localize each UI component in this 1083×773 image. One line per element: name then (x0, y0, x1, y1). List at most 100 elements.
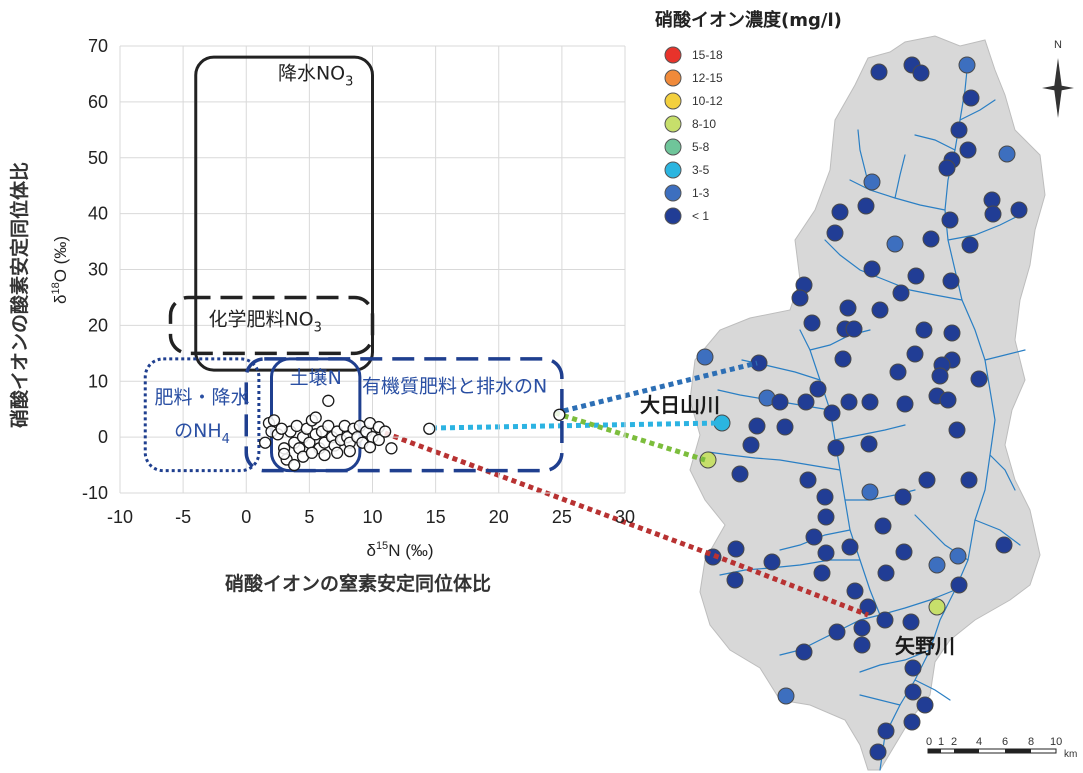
connector-green (554, 410, 706, 463)
scale-tick-4: 4 (976, 736, 982, 748)
legend-label: 12-15 (692, 71, 723, 85)
scatter-point (275, 422, 288, 435)
river-segment (914, 679, 951, 701)
legend-label: 5-8 (692, 140, 710, 154)
site-marker (797, 393, 815, 411)
scatter-points (259, 394, 566, 472)
zone-box-1 (168, 295, 375, 356)
zone-box-2 (143, 357, 261, 473)
legend-swatch (664, 184, 682, 202)
connector-blue (554, 360, 758, 416)
site-marker (896, 395, 914, 413)
tick-labels: -10 -5 0 5 10 15 20 25 30 -10 0 10 20 30 40 50 60 70 (82, 36, 635, 527)
zone-label-0: 降水NO3 (278, 63, 353, 90)
site-marker (828, 623, 846, 641)
site-marker (840, 393, 858, 411)
zone-label-4: 有機質肥料と排水のN (362, 375, 547, 397)
legend-label: 3-5 (692, 163, 710, 177)
scatter-point (322, 419, 335, 433)
x-tick-label: 0 (241, 507, 251, 527)
site-marker (904, 683, 922, 701)
site-marker (958, 56, 976, 74)
x-tick-label: -10 (107, 507, 133, 527)
site-marker (777, 687, 795, 705)
site-marker (860, 435, 878, 453)
site-marker (799, 471, 817, 489)
site-marker (809, 380, 827, 398)
legend-swatch (664, 92, 682, 110)
site-marker (861, 393, 879, 411)
scatter-point (322, 394, 335, 407)
site-marker (903, 713, 921, 731)
site-marker (941, 211, 959, 229)
river-segment (824, 239, 963, 301)
site-marker (771, 393, 789, 411)
scatter-point (318, 448, 331, 462)
site-marker (834, 350, 852, 368)
scale-tick-0: 0 (926, 736, 932, 748)
y-tick-label: 40 (88, 204, 108, 224)
river-segment (989, 454, 1016, 491)
river-segment (959, 99, 996, 121)
y-tick-label: 50 (88, 148, 108, 168)
site-marker (950, 121, 968, 139)
river-segment (974, 519, 1021, 546)
river-segment (914, 134, 956, 151)
y-tick-label: 70 (88, 36, 108, 56)
site-marker (805, 528, 823, 546)
site-marker (895, 543, 913, 561)
site-marker (912, 64, 930, 82)
site-marker (823, 404, 841, 422)
site-marker (776, 418, 794, 436)
site-marker (960, 471, 978, 489)
legend-swatch (664, 69, 682, 87)
site-marker (970, 370, 988, 388)
scatter-point (423, 422, 436, 435)
river-segment (834, 424, 906, 441)
connector-lines (384, 360, 869, 618)
scale-tick-6: 6 (1002, 736, 1008, 748)
x-tick-label: -5 (175, 507, 191, 527)
site-marker (949, 547, 967, 565)
site-marker (853, 636, 871, 654)
site-marker (748, 417, 766, 435)
site-marker (726, 571, 744, 589)
site-marker (870, 63, 888, 81)
legend-label: 10-12 (692, 94, 723, 108)
river-segment (859, 649, 931, 673)
site-marker (938, 159, 956, 177)
scale-tick-8: 8 (1028, 736, 1034, 748)
isotope-scatter-plot: -10 -5 0 5 10 15 20 25 30 -10 0 10 20 30 40 50 60 70 降水NO… (8, 36, 635, 595)
site-marker (727, 540, 745, 558)
y-tick-label: 60 (88, 92, 108, 112)
site-marker (889, 363, 907, 381)
x-tick-label: 30 (615, 507, 635, 527)
site-marker (984, 205, 1002, 223)
site-marker (857, 197, 875, 215)
site-marker (831, 203, 849, 221)
zone-box-0 (194, 55, 374, 372)
site-marker (961, 236, 979, 254)
legend-label: 8-10 (692, 117, 716, 131)
site-marker (731, 465, 749, 483)
y-tick-label: 0 (98, 427, 108, 447)
connector-red (384, 430, 869, 618)
scale-unit: km (1064, 749, 1077, 760)
site-marker (995, 536, 1013, 554)
map-legend: 硝酸イオン濃度(mg/l) 15-18 12-15 10-12 8-10 5-8 3-5 1… (655, 9, 842, 225)
site-marker (918, 471, 936, 489)
scatter-point (290, 419, 303, 433)
scale-tick-1: 1 (938, 736, 944, 748)
scatter-point (378, 425, 392, 438)
watershed-map: N 0 1 2 4 6 8 10 km 硝酸イオン濃度(mg/l) 15-18 1… (640, 9, 1077, 771)
scale-tick-10: 10 (1050, 736, 1062, 748)
site-marker (813, 564, 831, 582)
site-marker (942, 272, 960, 290)
site-marker (907, 267, 925, 285)
legend-swatch (664, 161, 682, 179)
site-marker (841, 538, 859, 556)
zone-label-2: 肥料・降水 (155, 387, 250, 409)
site-marker (696, 348, 714, 366)
site-marker (863, 173, 881, 191)
